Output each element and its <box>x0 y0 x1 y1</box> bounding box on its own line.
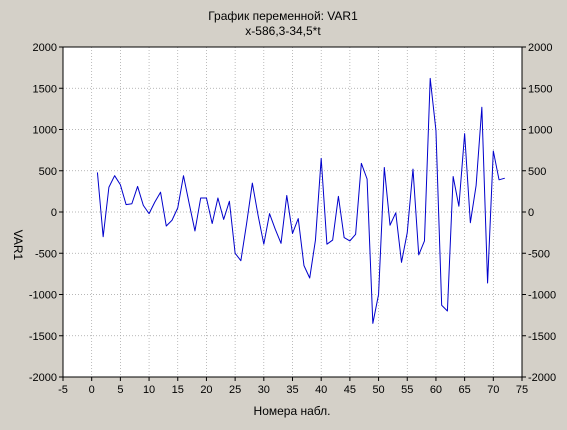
x-tick-label: 70 <box>487 384 499 396</box>
x-tick-label: 60 <box>430 384 442 396</box>
y-tick-label-right: 1000 <box>528 125 552 137</box>
x-tick-label: 10 <box>143 384 155 396</box>
x-tick-label: 0 <box>89 384 95 396</box>
x-tick-label: 20 <box>200 384 212 396</box>
y-axis-label: VAR1 <box>11 230 25 261</box>
x-tick-label: 15 <box>172 384 184 396</box>
y-tick-label-left: 1000 <box>33 125 57 137</box>
y-tick-label-right: 0 <box>528 207 534 219</box>
x-tick-label: 75 <box>516 384 528 396</box>
x-tick-label: -5 <box>58 384 68 396</box>
x-axis-label: Номера набл. <box>254 404 331 418</box>
y-tick-label-left: -500 <box>35 248 57 260</box>
y-tick-label-right: 2000 <box>528 42 552 54</box>
x-tick-label: 45 <box>344 384 356 396</box>
y-tick-label-right: -1000 <box>528 290 556 302</box>
y-tick-label-right: -2000 <box>528 372 556 384</box>
y-tick-label-left: 1500 <box>33 83 57 95</box>
y-tick-label-right: -500 <box>528 248 550 260</box>
x-tick-label: 25 <box>229 384 241 396</box>
y-tick-label-left: 0 <box>51 207 57 219</box>
chart-title: График переменной: VAR1 <box>208 9 358 23</box>
x-tick-label: 55 <box>401 384 413 396</box>
y-tick-label-left: 500 <box>39 166 57 178</box>
x-tick-label: 65 <box>459 384 471 396</box>
y-tick-label-right: 500 <box>528 166 546 178</box>
x-tick-label: 40 <box>315 384 327 396</box>
y-tick-label-left: -1500 <box>29 331 57 343</box>
x-tick-label: 35 <box>286 384 298 396</box>
x-tick-label: 5 <box>117 384 123 396</box>
y-tick-label-left: -1000 <box>29 290 57 302</box>
y-tick-label-left: -2000 <box>29 372 57 384</box>
y-tick-label-left: 2000 <box>33 42 57 54</box>
y-tick-label-right: 1500 <box>528 83 552 95</box>
x-tick-label: 50 <box>372 384 384 396</box>
y-tick-label-right: -1500 <box>528 331 556 343</box>
x-tick-label: 30 <box>258 384 270 396</box>
chart-subtitle: x-586,3-34,5*t <box>245 24 321 38</box>
